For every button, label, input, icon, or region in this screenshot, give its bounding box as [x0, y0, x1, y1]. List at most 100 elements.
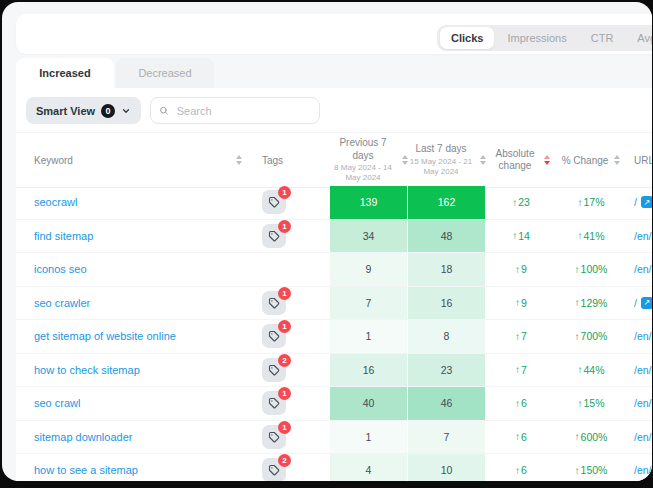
tag-icon — [268, 464, 280, 476]
url-cell: /en/ ↗ — [626, 320, 652, 353]
header-last-7-days: Last 7 days 15 May 2024 - 21 May 2024 — [408, 143, 486, 177]
previous-value-cell: 34 — [330, 220, 408, 253]
tag-chip[interactable]: 1 — [262, 224, 286, 248]
keyword-link[interactable]: iconos seo — [34, 263, 87, 275]
url-link[interactable]: /en/ — [634, 364, 652, 376]
sort-absolute-change[interactable] — [544, 155, 550, 165]
metric-tab-avg-position[interactable]: Avg Position — [626, 27, 652, 49]
url-link[interactable]: /en/ — [634, 330, 652, 342]
keyword-link[interactable]: how to check sitemap — [34, 364, 140, 376]
header-absolute-change: Absolute change — [486, 148, 556, 173]
external-link-icon[interactable]: ↗ — [641, 297, 652, 309]
previous-value-cell: 1 — [330, 421, 408, 454]
smart-view-count-badge: 0 — [101, 104, 115, 118]
tag-chip[interactable]: 1 — [262, 391, 286, 415]
tab-decreased[interactable]: Decreased — [116, 58, 214, 88]
percent-change-value: 150% — [581, 464, 608, 476]
last-value-cell: 23 — [408, 354, 486, 387]
tag-chip[interactable]: 1 — [262, 190, 286, 214]
percent-change-cell: ↑41% — [556, 220, 626, 253]
table-controls: Smart View 0 — [26, 97, 320, 124]
up-arrow-icon: ↑ — [575, 465, 580, 476]
header-last-range: 15 May 2024 - 21 May 2024 — [408, 157, 474, 177]
absolute-change-value: 7 — [521, 364, 527, 376]
metric-tab-impressions[interactable]: Impressions — [496, 27, 577, 49]
header-previous-range: 8 May 2024 - 14 May 2024 — [330, 163, 396, 183]
tags-cell: 1 — [248, 421, 330, 454]
url-link[interactable]: /en/ — [634, 431, 652, 443]
url-link[interactable]: /en/ — [634, 230, 652, 242]
table-row: seo crawler 1 7 16 ↑9 ↑129% / ↗ — [16, 287, 652, 321]
up-arrow-icon: ↑ — [575, 297, 580, 308]
keyword-link[interactable]: seo crawler — [34, 297, 90, 309]
tag-chip[interactable]: 2 — [262, 458, 286, 481]
tags-cell: 1 — [248, 387, 330, 420]
previous-value-cell: 7 — [330, 287, 408, 320]
previous-value-cell: 16 — [330, 354, 408, 387]
header-percent-label: % Change — [562, 155, 609, 166]
url-link[interactable]: / — [634, 196, 637, 208]
url-cell: /en/ ↗ — [626, 421, 652, 454]
search-icon — [159, 105, 169, 116]
tags-cell: 1 — [248, 220, 330, 253]
keyword-cell: sitemap downloader — [16, 421, 248, 454]
tag-chip[interactable]: 1 — [262, 425, 286, 449]
tag-count-badge: 1 — [278, 287, 291, 300]
metric-tab-clicks[interactable]: Clicks — [440, 27, 494, 49]
keyword-cell: seocrawl — [16, 186, 248, 219]
header-url-label: URL — [634, 155, 652, 166]
smart-view-dropdown[interactable]: Smart View 0 — [26, 97, 141, 124]
tag-icon — [268, 431, 280, 443]
tag-icon — [268, 397, 280, 409]
up-arrow-icon: ↑ — [515, 465, 520, 476]
percent-change-value: 600% — [581, 431, 608, 443]
view-tab-group: Increased Decreased — [16, 58, 214, 88]
tag-icon — [268, 330, 280, 342]
keyword-link[interactable]: get sitemap of website online — [34, 330, 176, 342]
header-url: URL — [626, 155, 652, 166]
tag-count-badge: 2 — [278, 354, 291, 367]
absolute-change-cell: ↑6 — [486, 454, 556, 481]
absolute-change-value: 6 — [521, 397, 527, 409]
header-absolute-label: Absolute change — [492, 148, 538, 173]
percent-change-cell: ↑17% — [556, 186, 626, 219]
url-link[interactable]: /en/ — [634, 397, 652, 409]
up-arrow-icon: ↑ — [512, 230, 517, 241]
keyword-link[interactable]: sitemap downloader — [34, 431, 132, 443]
absolute-change-cell: ↑9 — [486, 253, 556, 286]
sort-keyword[interactable] — [236, 155, 242, 165]
keyword-link[interactable]: seo crawl — [34, 397, 80, 409]
up-arrow-icon: ↑ — [575, 431, 580, 442]
table-row: seocrawl 1 139 162 ↑23 ↑17% / ↗ — [16, 186, 652, 220]
last-value-cell: 46 — [408, 387, 486, 420]
url-link[interactable]: / — [634, 297, 637, 309]
table-row: get sitemap of website online 1 1 8 ↑7 ↑… — [16, 320, 652, 354]
url-link[interactable]: /en/ — [634, 263, 652, 275]
table-body: seocrawl 1 139 162 ↑23 ↑17% / ↗ find sit… — [16, 186, 652, 481]
tag-chip[interactable]: 1 — [262, 324, 286, 348]
keyword-link[interactable]: how to see a sitemap — [34, 464, 138, 476]
keyword-link[interactable]: find sitemap — [34, 230, 93, 242]
header-previous-7-days: Previous 7 days 8 May 2024 - 14 May 2024 — [330, 137, 408, 183]
tags-cell: 2 — [248, 454, 330, 481]
search-input[interactable] — [175, 104, 311, 118]
sort-percent-change[interactable] — [614, 155, 620, 165]
previous-value-cell: 9 — [330, 253, 408, 286]
metric-tab-ctr[interactable]: CTR — [580, 27, 625, 49]
last-value-cell: 162 — [408, 186, 486, 219]
metric-tab-group: ClicksImpressionsCTRAvg Position — [437, 25, 652, 51]
tag-chip[interactable]: 1 — [262, 291, 286, 315]
tag-count-badge: 1 — [278, 186, 291, 199]
external-link-icon[interactable]: ↗ — [641, 196, 652, 208]
url-link[interactable]: /en/ — [634, 464, 652, 476]
table-row: how to see a sitemap 2 4 10 ↑6 ↑150% /en… — [16, 454, 652, 481]
absolute-change-value: 14 — [518, 230, 530, 242]
tag-icon — [268, 364, 280, 376]
up-arrow-icon: ↑ — [577, 398, 582, 409]
tab-increased[interactable]: Increased — [16, 58, 114, 88]
up-arrow-icon: ↑ — [577, 230, 582, 241]
tags-cell — [248, 253, 330, 286]
percent-change-cell: ↑15% — [556, 387, 626, 420]
keyword-link[interactable]: seocrawl — [34, 196, 77, 208]
tag-chip[interactable]: 2 — [262, 358, 286, 382]
